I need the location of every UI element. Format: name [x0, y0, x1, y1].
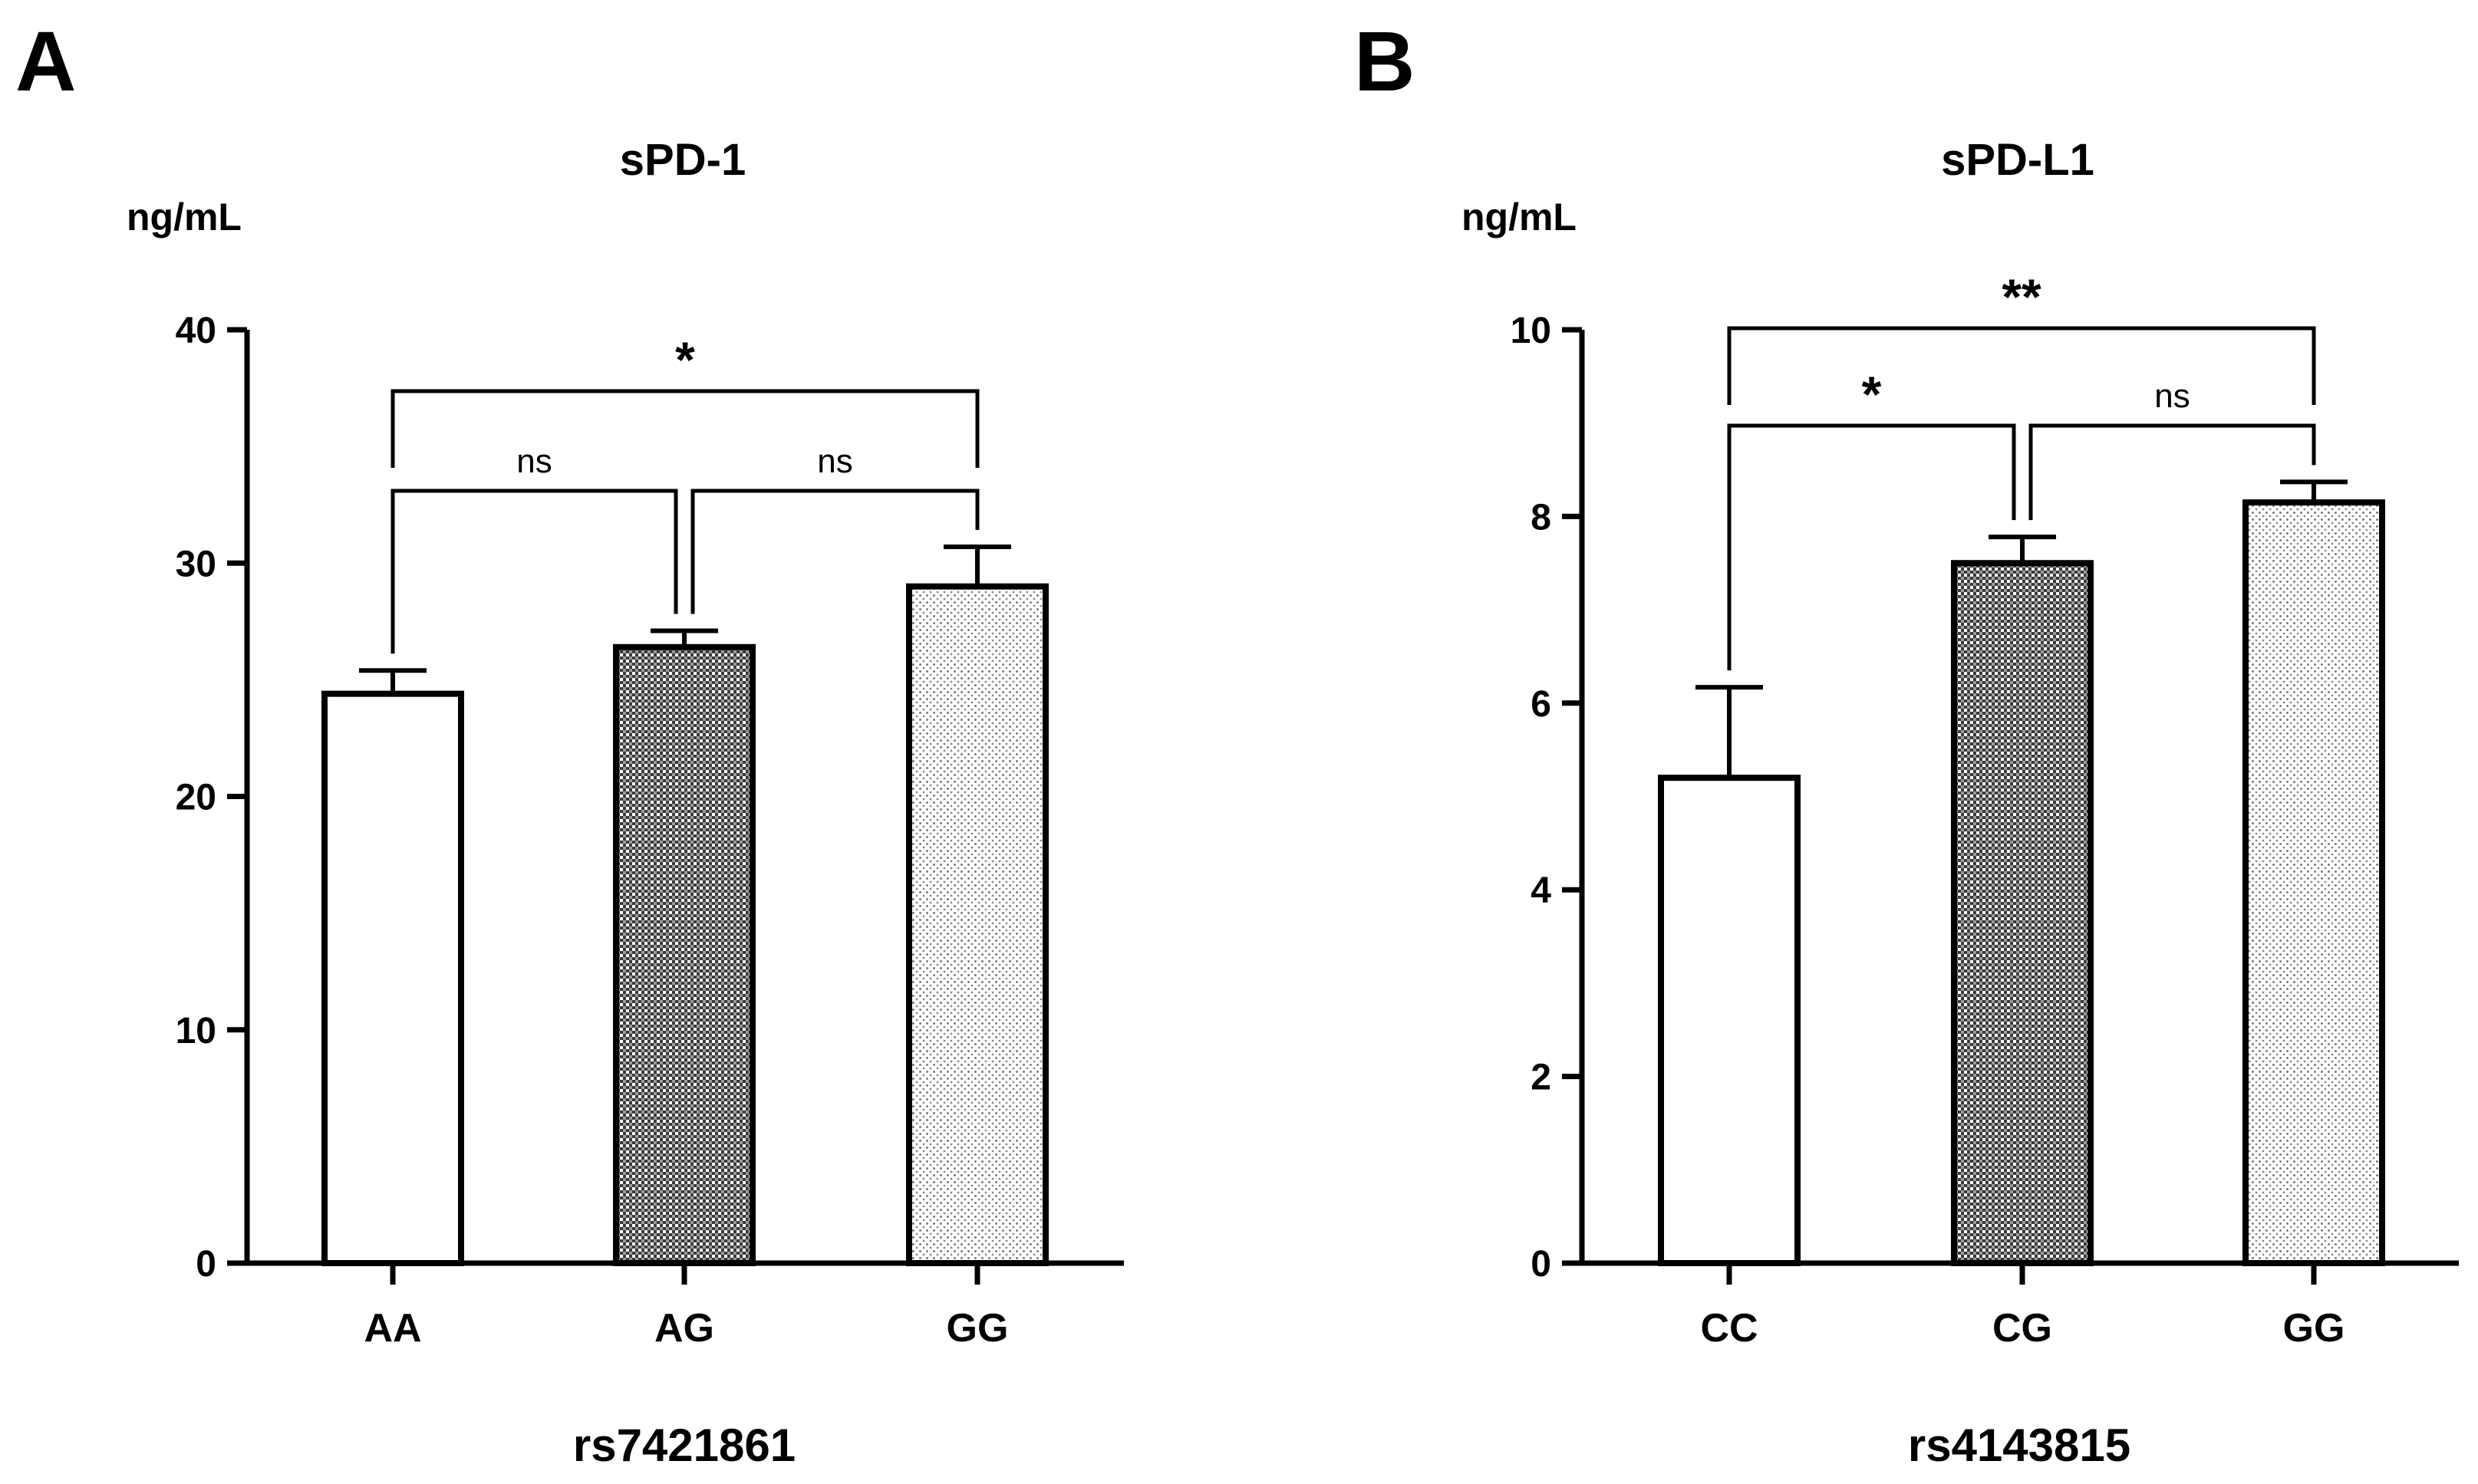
panel-b-error-bar-cc	[1695, 685, 1763, 778]
panel-b-marks: 0 2 4 6 8 10 CC CG GG * ns **	[1511, 268, 2459, 1351]
panel-a-significance-bracket	[390, 489, 678, 654]
panel-a-bar-gg	[906, 583, 1049, 1266]
panel-a-x-tick-label: AG	[654, 1306, 714, 1351]
panel-b-x-tick-label: CC	[1700, 1306, 1758, 1351]
panel-b-y-tick-label: 10	[1511, 311, 1551, 351]
panel-b-y-tick-label: 8	[1531, 497, 1551, 538]
panel-a-significance-label: ns	[516, 443, 552, 480]
panel-a-y-tick-label: 0	[196, 1244, 216, 1285]
panel-a-chart: A sPD-1 ng/mL rs7421861 0 10 20 30 40 AA AG GG n…	[15, 15, 1124, 1471]
panel-b-bar-cg	[1951, 560, 2094, 1266]
panel-a-y-unit: ng/mL	[127, 196, 242, 239]
panel-a-y-tick-label: 40	[176, 311, 216, 351]
panel-a-significance-label: ns	[817, 443, 852, 480]
panel-b-bar-cc	[1658, 775, 1801, 1266]
panel-a-significance-bracket	[690, 489, 980, 614]
panel-b-y-unit: ng/mL	[1461, 196, 1577, 239]
panel-b-chart: B sPD-L1 ng/mL rs4143815 0 2 4 6 8 10 CC CG GG * n…	[1354, 15, 2459, 1471]
panel-a-y-tick-label: 10	[176, 1011, 216, 1051]
panel-b-significance-label: **	[2002, 268, 2041, 325]
panel-b-significance-label: ns	[2154, 377, 2190, 415]
panel-a-title: sPD-1	[620, 135, 746, 185]
panel-a-label: A	[15, 15, 76, 109]
panel-a-y-tick-label: 20	[176, 778, 216, 818]
panel-b-y-tick-label: 2	[1531, 1058, 1551, 1098]
panel-b-significance-bracket	[1727, 423, 2016, 671]
panel-b-x-label: rs4143815	[1908, 1420, 2130, 1471]
panel-a-x-tick-label: GG	[947, 1306, 1009, 1351]
panel-a-marks: 0 10 20 30 40 AA AG GG ns ns *	[176, 311, 1124, 1351]
panel-b-significance-bracket	[2028, 423, 2316, 521]
panel-a-significance-bracket	[390, 389, 980, 468]
panel-b-title: sPD-L1	[1941, 135, 2094, 185]
panel-a-x-label: rs7421861	[573, 1420, 796, 1471]
panel-b-label: B	[1354, 15, 1415, 109]
panel-b-y-tick-label: 4	[1531, 870, 1551, 911]
panel-b-x-tick-label: CG	[1992, 1306, 2052, 1351]
panel-b-error-bar-gg	[2280, 479, 2348, 503]
panel-b-bar-gg	[2242, 499, 2385, 1266]
panel-a-x-tick-label: AA	[364, 1306, 421, 1351]
panel-b-significance-label: *	[1862, 366, 1882, 423]
panel-b-error-bar-cg	[1989, 535, 2056, 564]
panel-a-y-tick-label: 30	[176, 544, 216, 584]
panel-a-significance-label: *	[675, 331, 695, 388]
panel-b-significance-bracket	[1727, 326, 2316, 405]
panel-a-error-bar-aa	[359, 668, 427, 694]
panel-b-y-tick-label: 6	[1531, 684, 1551, 725]
panel-a-bar-ag	[613, 643, 756, 1266]
panel-a-error-bar-gg	[944, 544, 1011, 587]
panel-b-x-tick-label: GG	[2283, 1306, 2345, 1351]
panel-a-error-bar-ag	[651, 628, 718, 647]
panel-b-y-tick-label: 0	[1531, 1244, 1551, 1285]
panel-a-bar-aa	[321, 690, 464, 1266]
